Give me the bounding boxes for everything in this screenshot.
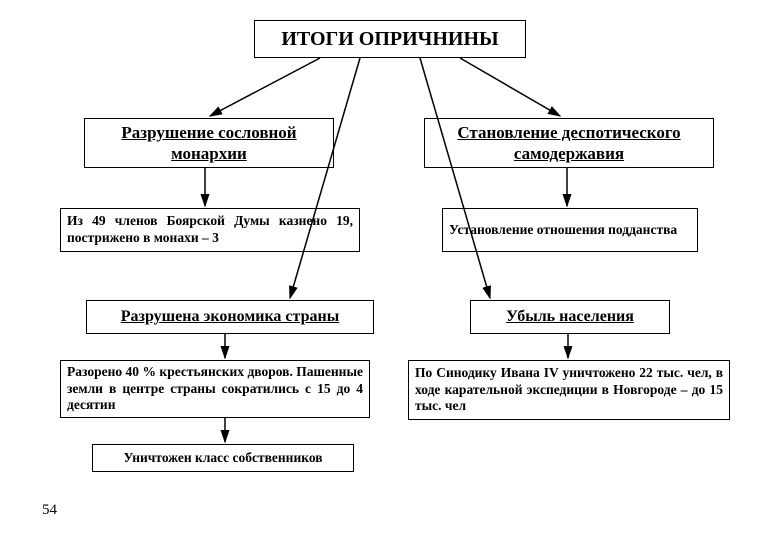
left-body-2: Разорено 40 % крестьянских дворов. Пашен… — [60, 360, 370, 418]
page-number: 54 — [42, 502, 57, 519]
right-b1-text: Установление отношения подданства — [449, 222, 691, 239]
left-body-1: Из 49 членов Боярской Думы казнено 19, п… — [60, 208, 360, 252]
right-h1-text: Становление деспотического самодержавия — [431, 122, 707, 165]
left-b1-text: Из 49 членов Боярской Думы казнено 19, п… — [67, 213, 353, 247]
right-b2-text: По Синодику Ивана IV уничтожено 22 тыс. … — [415, 365, 723, 416]
right-heading-1: Становление деспотического самодержавия — [424, 118, 714, 168]
left-heading-2: Разрушена экономика страны — [86, 300, 374, 334]
right-body-1: Установление отношения подданства — [442, 208, 698, 252]
right-h2-text: Убыль населения — [506, 307, 634, 327]
right-body-2: По Синодику Ивана IV уничтожено 22 тыс. … — [408, 360, 730, 420]
title-box: ИТОГИ ОПРИЧНИНЫ — [254, 20, 526, 58]
left-body-3: Уничтожен класс собственников — [92, 444, 354, 472]
left-b2-text: Разорено 40 % крестьянских дворов. Пашен… — [67, 364, 363, 415]
title-text: ИТОГИ ОПРИЧНИНЫ — [281, 27, 498, 52]
left-h1-text: Разрушение сословной монархии — [91, 122, 327, 165]
left-heading-1: Разрушение сословной монархии — [84, 118, 334, 168]
left-h2-text: Разрушена экономика страны — [121, 307, 339, 327]
page-number-text: 54 — [42, 502, 57, 518]
right-heading-2: Убыль населения — [470, 300, 670, 334]
left-b3-text: Уничтожен класс собственников — [123, 450, 322, 467]
